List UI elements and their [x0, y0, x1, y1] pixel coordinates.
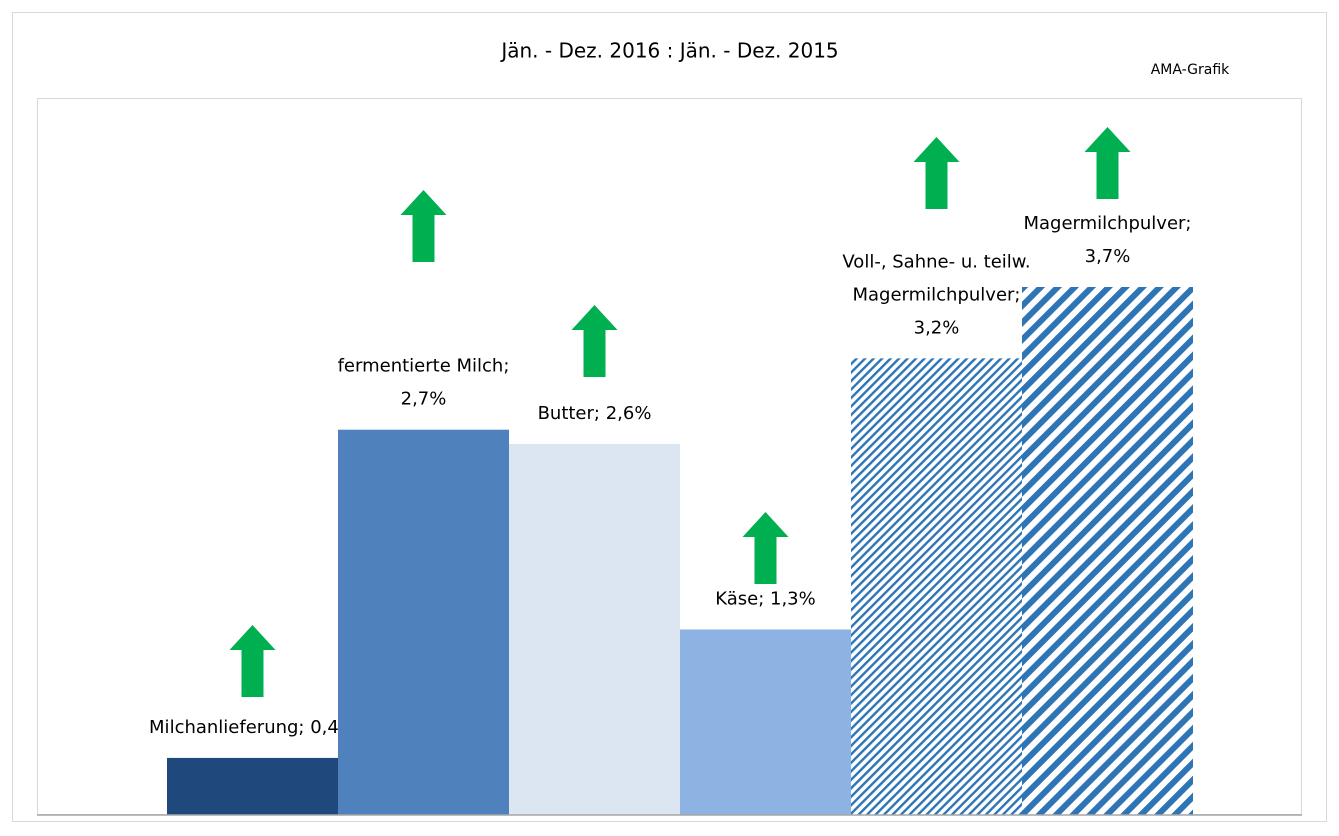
bar — [509, 443, 680, 815]
data-label: Magermilchpulver; — [852, 284, 1020, 305]
up-arrow — [742, 512, 789, 584]
up-arrow — [913, 137, 960, 209]
data-label: Magermilchpulver; — [1023, 213, 1191, 234]
data-label: Voll-, Sahne- u. teilw. — [842, 251, 1030, 272]
data-label: Käse; 1,3% — [715, 588, 816, 609]
data-label: 2,7% — [401, 389, 447, 410]
bar — [1022, 287, 1193, 815]
up-arrow — [229, 625, 276, 697]
note: AMA-Grafik — [1151, 62, 1230, 78]
bar — [167, 757, 338, 815]
data-label: fermentierte Milch; — [338, 356, 510, 377]
up-arrow — [1084, 127, 1131, 199]
bar — [680, 629, 851, 815]
data-label: 3,2% — [914, 317, 960, 338]
bar — [851, 358, 1022, 815]
up-arrow — [400, 190, 447, 262]
up-arrow — [571, 305, 618, 377]
data-label: Butter; 2,6% — [538, 403, 652, 424]
chart-title: Jän. - Dez. 2016 : Jän. - Dez. 2015 — [499, 39, 838, 63]
data-label: Milchanlieferung; 0,4% — [149, 717, 356, 738]
bar — [338, 429, 509, 815]
data-label: 3,7% — [1085, 246, 1131, 267]
